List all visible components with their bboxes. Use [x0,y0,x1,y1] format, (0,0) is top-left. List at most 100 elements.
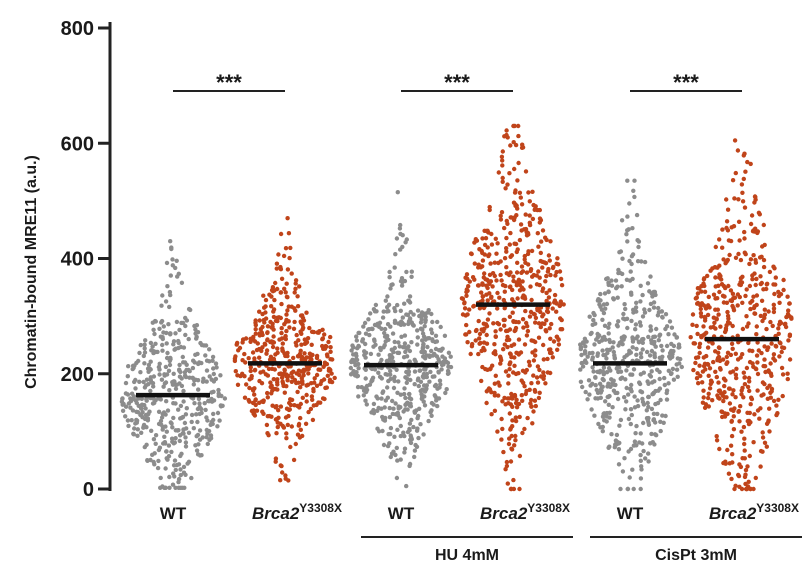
data-point [398,247,403,252]
data-point [129,418,134,423]
data-point [632,439,638,444]
data-point [620,256,625,261]
data-point [298,427,303,432]
data-point [179,376,184,381]
data-point [513,203,518,208]
data-point [530,189,535,194]
data-point [268,384,273,390]
data-point [645,281,651,286]
data-point [184,406,189,411]
data-point [421,375,426,380]
y-tick-label: 400 [61,249,94,271]
data-point [394,475,400,481]
data-point [421,354,426,359]
data-point [199,360,204,366]
data-point [388,425,394,431]
data-point [472,261,477,266]
data-point [261,293,266,298]
data-point [628,290,634,295]
data-point [251,408,256,413]
data-point [276,408,281,413]
data-point [297,405,302,410]
data-point [354,338,359,343]
data-point [271,314,277,320]
data-point [146,369,151,374]
data-point [279,301,284,307]
significance-label: *** [444,70,470,95]
data-point [651,411,657,416]
data-point [619,339,624,344]
data-point [377,374,383,379]
data-point [540,265,545,270]
data-point [421,432,426,437]
data-point [758,464,763,469]
data-point [747,283,753,289]
data-point [197,401,202,406]
data-point [240,340,245,345]
data-point [399,334,404,339]
data-point [533,320,538,325]
data-point [625,178,630,183]
data-point [726,471,732,476]
data-point [591,317,596,323]
data-point [283,473,288,478]
data-point [489,390,494,395]
data-point [170,257,175,262]
data-point [512,355,517,360]
data-point [270,344,276,350]
data-point [207,374,212,379]
data-point [404,269,409,275]
data-point [269,325,274,330]
data-point [374,323,380,328]
data-point [420,387,425,392]
data-point [764,282,769,287]
data-point [723,378,728,383]
data-point [372,338,377,344]
data-point [381,309,386,314]
data-point [416,383,421,389]
data-point [354,334,359,339]
data-point [194,448,200,453]
data-point [733,255,739,260]
data-point [318,400,323,405]
data-point [144,442,149,447]
data-point [248,339,253,344]
data-point [143,338,148,343]
data-point [750,277,755,282]
data-point [292,290,297,295]
data-point [762,344,767,349]
data-point [492,342,497,347]
data-point [327,379,333,384]
data-point [160,336,165,342]
data-point [725,411,730,417]
data-point [265,414,270,419]
data-point [666,381,671,386]
data-point [741,176,746,182]
data-point [467,329,472,335]
data-point [270,388,275,393]
data-point [725,360,730,365]
data-point [296,423,301,428]
data-point [213,361,219,366]
data-point [616,369,621,375]
data-point [772,358,778,363]
data-point [584,339,589,344]
data-point [314,402,319,408]
data-point [265,330,270,336]
data-point [729,418,734,424]
data-point [492,381,497,386]
data-point [500,163,505,168]
data-point [211,366,216,371]
data-point [493,329,498,334]
data-point [374,394,379,399]
data-point [385,443,391,449]
data-point [176,462,182,467]
data-point [660,413,665,418]
data-point [666,368,671,373]
data-point [504,463,510,469]
data-point [555,256,560,261]
data-point [746,421,752,427]
data-point [773,282,778,287]
data-point [460,312,466,317]
data-point [153,398,158,403]
